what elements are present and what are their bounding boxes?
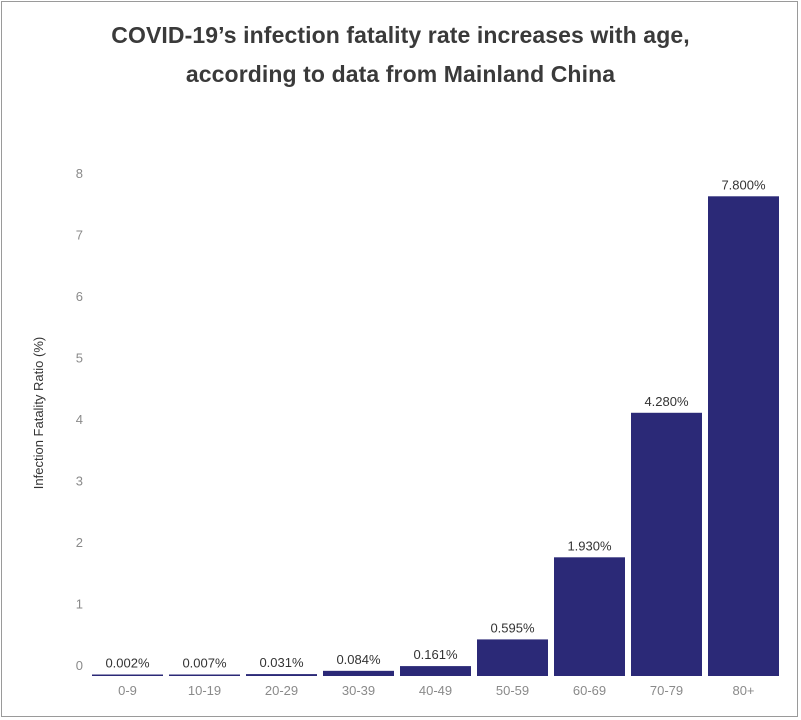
bar-70-79 xyxy=(631,412,702,676)
y-tick-label: 8 xyxy=(76,166,83,181)
x-tick-label: 30-39 xyxy=(342,683,375,698)
x-tick-label: 0-9 xyxy=(118,683,137,698)
bar-value-label: 0.084% xyxy=(336,652,381,667)
chart-title-line-1: COVID-19’s infection fatality rate incre… xyxy=(111,22,690,48)
bar-80+ xyxy=(708,196,779,677)
y-tick-label: 1 xyxy=(76,597,83,612)
bars xyxy=(92,196,779,677)
bar-value-label: 0.031% xyxy=(259,655,304,670)
y-tick-label: 3 xyxy=(76,474,83,489)
x-tick-label: 60-69 xyxy=(573,683,606,698)
bar-value-label: 0.595% xyxy=(490,620,535,635)
y-axis-title: Infection Fatality Ratio (%) xyxy=(31,337,46,489)
x-tick-label: 40-49 xyxy=(419,683,452,698)
x-tick-label: 10-19 xyxy=(188,683,221,698)
y-axis-ticks: 0 1 2 3 4 5 6 7 8 xyxy=(76,166,83,673)
bar-30-39 xyxy=(323,670,394,676)
x-tick-label: 80+ xyxy=(732,683,754,698)
y-tick-label: 7 xyxy=(76,228,83,243)
bar-value-label: 0.007% xyxy=(182,656,227,671)
bar-40-49 xyxy=(400,666,471,676)
bar-value-label: 4.280% xyxy=(644,394,689,409)
bar-value-label: 0.002% xyxy=(105,656,150,671)
x-tick-label: 20-29 xyxy=(265,683,298,698)
y-tick-label: 5 xyxy=(76,351,83,366)
bar-value-label: 7.800% xyxy=(721,177,766,192)
bar-value-label: 0.161% xyxy=(413,647,458,662)
bar-60-69 xyxy=(554,557,625,676)
bar-50-59 xyxy=(477,639,548,676)
bar-20-29 xyxy=(246,674,317,676)
y-tick-label: 2 xyxy=(76,535,83,550)
x-tick-label: 70-79 xyxy=(650,683,683,698)
bar-value-labels: 0.002% 0.007% 0.031% 0.084% 0.161% 0.595% 1.93… xyxy=(105,177,766,670)
bar-10-19 xyxy=(169,674,240,676)
y-tick-label: 6 xyxy=(76,289,83,304)
y-tick-label: 0 xyxy=(76,658,83,673)
bar-0-9 xyxy=(92,674,163,676)
x-axis-ticks: 0-9 10-19 20-29 30-39 40-49 50-59 60-69 70-79 80… xyxy=(118,683,754,698)
y-tick-label: 4 xyxy=(76,412,83,427)
bar-value-label: 1.930% xyxy=(567,538,612,553)
chart-title-line-2: according to data from Mainland China xyxy=(185,61,616,87)
x-tick-label: 50-59 xyxy=(496,683,529,698)
